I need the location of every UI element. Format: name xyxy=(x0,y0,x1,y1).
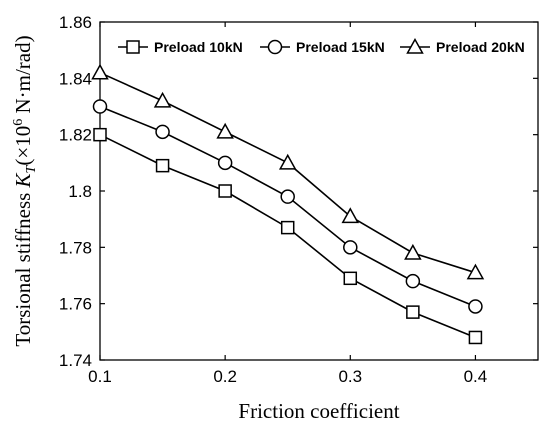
data-point-triangle xyxy=(91,63,109,80)
legend-marker-circle xyxy=(267,39,283,55)
legend-label: Preload 10kN xyxy=(154,39,243,55)
legend-marker-square xyxy=(126,40,140,54)
data-point-square xyxy=(280,220,295,235)
data-point-square xyxy=(155,158,170,173)
y-tick-label: 1.76 xyxy=(59,295,92,314)
y-axis-title-symbol: K xyxy=(11,172,35,188)
data-point-triangle xyxy=(404,243,422,260)
y-tick-label: 1.78 xyxy=(59,238,92,257)
data-point-circle xyxy=(155,124,170,140)
data-point-triangle xyxy=(153,91,172,108)
series-circle xyxy=(92,99,483,314)
data-point-square xyxy=(343,271,358,286)
x-tick-label: 0.1 xyxy=(88,367,112,386)
legend-marker-triangle xyxy=(406,37,424,54)
data-point-circle xyxy=(92,99,108,114)
data-point-triangle xyxy=(341,207,360,224)
x-tick-label: 0.3 xyxy=(338,367,362,386)
y-tick-label: 1.74 xyxy=(59,351,92,370)
y-axis-title: Torsional stiffness KT(×106 N·m/rad) xyxy=(11,35,39,346)
data-point-circle xyxy=(343,240,358,255)
data-point-square xyxy=(93,127,107,142)
y-tick-label: 1.82 xyxy=(59,126,92,145)
data-point-triangle xyxy=(466,263,485,280)
legend: Preload 10kN Preload 15kN Preload 20kN xyxy=(118,37,525,55)
data-point-circle xyxy=(405,273,421,289)
y-axis-title-unit-open: (×10 xyxy=(11,126,35,166)
y-axis-title-unit-close: N·m/rad) xyxy=(11,35,35,118)
data-point-triangle xyxy=(216,122,234,139)
y-axis-title-exponent: 6 xyxy=(11,119,26,126)
legend-label: Preload 20kN xyxy=(436,39,525,55)
data-point-circle xyxy=(280,189,295,204)
data-point-square xyxy=(406,305,420,319)
y-axis: 1.74 1.76 1.78 1.8 1.82 1.84 1.86 xyxy=(59,13,538,370)
x-axis-title: Friction coefficient xyxy=(238,399,399,423)
series-square xyxy=(93,127,483,345)
x-tick-label: 0.2 xyxy=(213,367,237,386)
x-tick-label: 0.4 xyxy=(464,367,488,386)
legend-label: Preload 15kN xyxy=(296,39,385,55)
series-triangle xyxy=(91,63,485,280)
x-axis: 0.1 0.2 0.3 0.4 xyxy=(88,22,487,386)
y-axis-title-main: Torsional stiffness xyxy=(11,187,35,346)
data-point-square xyxy=(218,184,232,198)
series-line xyxy=(99,71,476,274)
y-axis-title-subscript: T xyxy=(24,164,39,173)
series-group xyxy=(91,63,485,345)
y-tick-label: 1.8 xyxy=(68,182,92,201)
y-tick-label: 1.84 xyxy=(59,69,92,88)
data-point-circle xyxy=(468,299,483,314)
y-tick-label: 1.86 xyxy=(59,13,92,32)
data-point-square xyxy=(468,330,483,345)
data-point-triangle xyxy=(278,153,297,170)
data-point-circle xyxy=(217,155,233,171)
series-line xyxy=(99,105,476,308)
